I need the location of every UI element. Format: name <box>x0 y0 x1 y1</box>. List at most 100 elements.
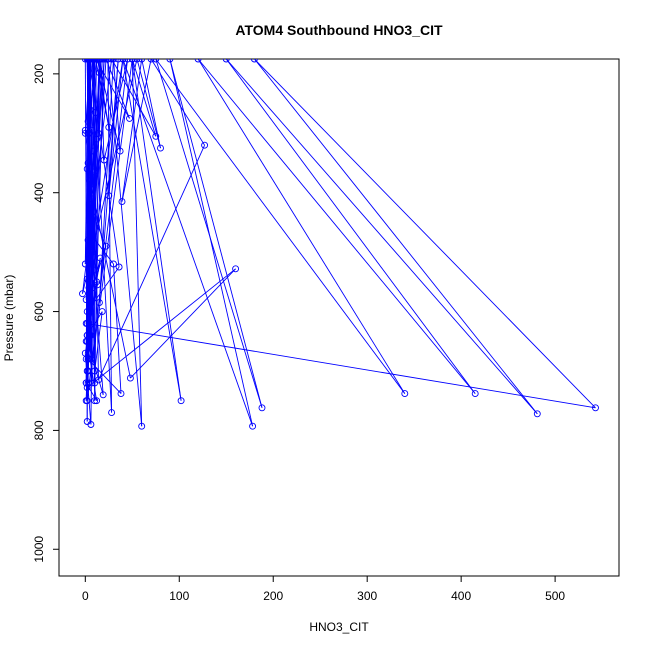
series-segment <box>84 353 92 425</box>
data-point <box>85 201 93 209</box>
data-point <box>84 379 92 387</box>
chart-title: ATOM4 Southbound HNO3_CIT <box>235 22 443 38</box>
data-point <box>89 284 97 292</box>
data-point <box>93 135 101 143</box>
series-segment <box>155 59 406 394</box>
data-point <box>87 308 95 316</box>
data-point <box>222 59 230 63</box>
y-tick-label: 400 <box>32 182 46 202</box>
data-point <box>110 59 117 63</box>
data-point <box>95 299 103 307</box>
x-axis-label: HNO3_CIT <box>309 620 369 634</box>
series-segment <box>90 234 104 395</box>
data-point <box>157 144 164 152</box>
data-point <box>108 59 116 63</box>
series-segment <box>155 59 263 408</box>
series-segment <box>113 263 122 394</box>
data-point <box>85 319 93 327</box>
data-point <box>138 59 146 63</box>
data-point <box>152 132 160 140</box>
data-point <box>83 165 91 173</box>
data-point <box>116 147 124 155</box>
data-point <box>92 109 100 116</box>
data-point <box>100 156 108 164</box>
series-segment <box>84 59 91 134</box>
data-point <box>83 337 91 345</box>
data-point <box>124 59 132 63</box>
data-point <box>104 59 112 63</box>
data-point <box>81 349 89 357</box>
data-point <box>592 404 599 412</box>
data-point <box>86 218 94 226</box>
data-point <box>81 59 89 63</box>
data-point <box>102 242 110 250</box>
data-point <box>84 236 92 244</box>
series-segment <box>108 59 124 196</box>
data-point <box>93 278 101 286</box>
series-segment <box>86 311 103 336</box>
data-point <box>90 147 98 155</box>
data-point <box>95 376 102 384</box>
data-point <box>86 260 94 268</box>
series-segment <box>94 311 103 372</box>
series-segment <box>254 59 538 415</box>
data-point <box>110 260 117 268</box>
series-segment <box>89 180 93 241</box>
data-point <box>87 355 95 363</box>
data-point <box>93 397 101 405</box>
data-point <box>86 296 94 304</box>
data-point <box>117 390 125 398</box>
data-point <box>87 331 95 339</box>
data-point <box>89 59 97 63</box>
data-point <box>118 198 126 206</box>
data-point <box>84 367 92 375</box>
series-segment <box>130 268 236 379</box>
x-axis: 0 100 200 300 400 500 <box>82 576 565 603</box>
data-point <box>85 284 93 292</box>
plot-frame <box>58 58 620 577</box>
x-tick-label: 500 <box>545 589 565 603</box>
series-segment <box>88 59 95 152</box>
series-segment <box>121 59 143 202</box>
data-layer <box>79 59 599 430</box>
data-point <box>249 422 257 430</box>
data-point <box>82 319 90 327</box>
series-segment <box>87 162 90 211</box>
series-segment <box>197 59 406 394</box>
series-segment <box>122 59 254 427</box>
series-segment <box>86 210 90 279</box>
x-tick-label: 300 <box>357 589 377 603</box>
data-point <box>81 129 89 137</box>
data-point <box>105 123 113 131</box>
series-segment <box>98 145 206 381</box>
data-point <box>152 59 160 63</box>
series-segment <box>131 59 143 427</box>
data-point <box>95 129 102 137</box>
data-point <box>84 117 92 125</box>
data-point <box>250 59 258 63</box>
series-segment <box>131 59 182 401</box>
series-segment <box>169 59 263 408</box>
x-tick-label: 0 <box>82 589 89 603</box>
series-segment <box>107 59 113 413</box>
x-tick-label: 100 <box>169 589 189 603</box>
series-segment <box>86 268 236 388</box>
data-point <box>94 59 101 63</box>
data-point <box>90 168 98 176</box>
data-point <box>83 384 91 392</box>
data-point <box>177 397 185 405</box>
data-point <box>100 59 108 63</box>
data-point <box>96 254 104 262</box>
data-point <box>102 59 110 63</box>
data-point <box>83 397 91 405</box>
series-segment <box>97 59 110 128</box>
series-segment <box>122 59 182 401</box>
data-point <box>96 59 104 63</box>
data-point <box>82 379 90 387</box>
data-point <box>98 59 106 63</box>
data-point <box>105 192 113 200</box>
data-point <box>82 296 90 304</box>
series-segment <box>85 278 88 342</box>
data-point <box>91 367 99 375</box>
